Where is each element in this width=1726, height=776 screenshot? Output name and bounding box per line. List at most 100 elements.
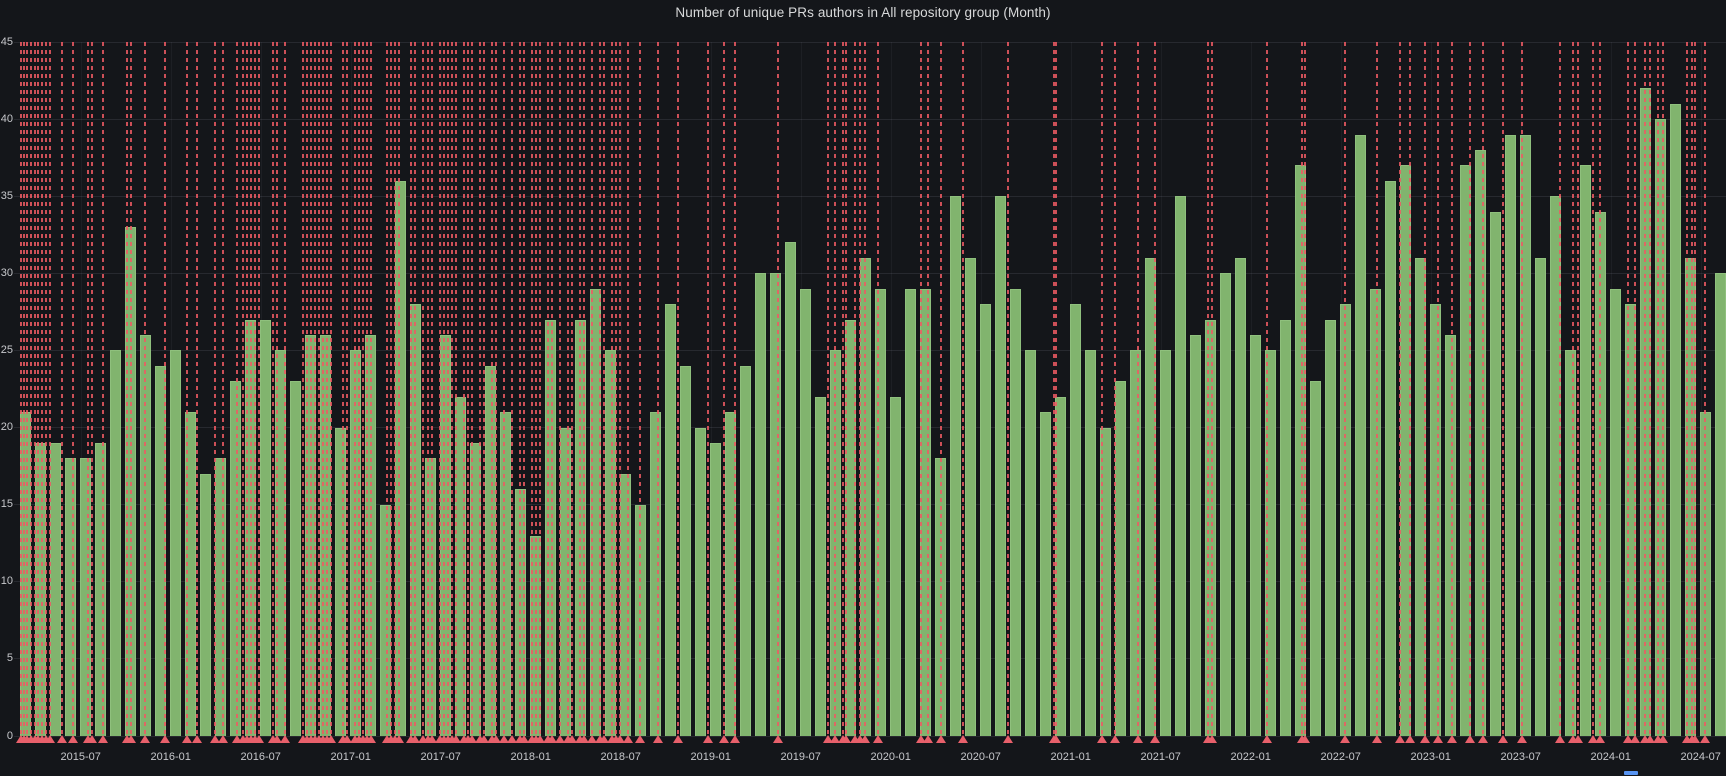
annotation-marker-icon[interactable] [1588, 735, 1598, 743]
bar-2022-06[interactable] [1325, 319, 1336, 736]
annotation-marker-icon[interactable] [936, 735, 946, 743]
bar-2023-10[interactable] [1565, 350, 1576, 736]
annotation-marker-icon[interactable] [57, 735, 67, 743]
bar-2023-11[interactable] [1580, 165, 1591, 736]
bar-2021-03[interactable] [1100, 427, 1111, 736]
annotation-marker-icon[interactable] [1658, 735, 1668, 743]
annotation-marker-icon[interactable] [923, 735, 933, 743]
annotation-marker-icon[interactable] [254, 735, 264, 743]
bar-2020-10[interactable] [1025, 350, 1036, 736]
bar-2019-05[interactable] [770, 273, 781, 736]
annotation-marker-icon[interactable] [467, 735, 477, 743]
bar-2019-03[interactable] [740, 365, 751, 736]
annotation-marker-icon[interactable] [1690, 735, 1700, 743]
bar-2017-04[interactable] [395, 180, 406, 736]
bar-2017-06[interactable] [425, 458, 436, 736]
bar-2021-01[interactable] [1070, 304, 1081, 736]
annotation-marker-icon[interactable] [1405, 735, 1415, 743]
annotation-marker-icon[interactable] [218, 735, 228, 743]
annotation-marker-icon[interactable] [567, 735, 577, 743]
annotation-marker-icon[interactable] [1110, 735, 1120, 743]
bar-2024-01[interactable] [1610, 288, 1621, 736]
bar-2021-07[interactable] [1160, 350, 1171, 736]
annotation-marker-icon[interactable] [280, 735, 290, 743]
annotation-marker-icon[interactable] [1623, 735, 1633, 743]
annotation-marker-icon[interactable] [1645, 735, 1655, 743]
annotation-marker-icon[interactable] [555, 735, 565, 743]
annotation-marker-icon[interactable] [1051, 735, 1061, 743]
annotation-marker-icon[interactable] [1133, 735, 1143, 743]
annotation-marker-icon[interactable] [1300, 735, 1310, 743]
bar-2023-07[interactable] [1520, 134, 1531, 736]
annotation-marker-icon[interactable] [547, 735, 557, 743]
bar-2018-11[interactable] [680, 365, 691, 736]
bar-2022-10[interactable] [1385, 180, 1396, 736]
annotation-marker-icon[interactable] [491, 735, 501, 743]
annotation-marker-icon[interactable] [873, 735, 883, 743]
annotation-marker-icon[interactable] [535, 735, 545, 743]
annotation-marker-icon[interactable] [1465, 735, 1475, 743]
annotation-marker-icon[interactable] [1340, 735, 1350, 743]
bar-2016-02[interactable] [185, 412, 196, 736]
bar-2021-05[interactable] [1130, 350, 1141, 736]
bar-2022-09[interactable] [1370, 288, 1381, 736]
annotation-marker-icon[interactable] [823, 735, 833, 743]
bar-2021-10[interactable] [1205, 319, 1216, 736]
annotation-marker-icon[interactable] [451, 735, 461, 743]
annotation-marker-icon[interactable] [68, 735, 78, 743]
bar-2021-02[interactable] [1085, 350, 1096, 736]
annotation-marker-icon[interactable] [87, 735, 97, 743]
bar-2015-05[interactable] [50, 442, 61, 736]
bar-2020-01[interactable] [890, 396, 901, 736]
bar-2023-04[interactable] [1475, 149, 1486, 736]
bar-2018-02[interactable] [545, 319, 556, 736]
bar-2019-06[interactable] [785, 242, 796, 736]
annotation-marker-icon[interactable] [1262, 735, 1272, 743]
annotation-marker-icon[interactable] [342, 735, 352, 743]
bar-2022-02[interactable] [1265, 350, 1276, 736]
annotation-marker-icon[interactable] [45, 735, 55, 743]
annotation-marker-icon[interactable] [673, 735, 683, 743]
bar-2016-09[interactable] [290, 381, 301, 736]
annotation-marker-icon[interactable] [1478, 735, 1488, 743]
bar-2017-07[interactable] [440, 335, 451, 736]
bar-2022-03[interactable] [1280, 319, 1291, 736]
bar-2018-10[interactable] [665, 304, 676, 736]
annotation-marker-icon[interactable] [1097, 735, 1107, 743]
annotation-marker-icon[interactable] [615, 735, 625, 743]
bar-2020-05[interactable] [950, 196, 961, 736]
annotation-marker-icon[interactable] [1498, 735, 1508, 743]
annotation-marker-icon[interactable] [182, 735, 192, 743]
annotation-marker-icon[interactable] [160, 735, 170, 743]
annotation-marker-icon[interactable] [653, 735, 663, 743]
annotation-marker-icon[interactable] [1395, 735, 1405, 743]
bar-2024-05[interactable] [1670, 103, 1681, 736]
annotation-marker-icon[interactable] [394, 735, 404, 743]
annotation-marker-icon[interactable] [1207, 735, 1217, 743]
bar-2016-03[interactable] [200, 473, 211, 736]
annotation-marker-icon[interactable] [1595, 735, 1605, 743]
annotation-marker-icon[interactable] [1372, 735, 1382, 743]
annotation-marker-icon[interactable] [126, 735, 136, 743]
annotation-marker-icon[interactable] [1433, 735, 1443, 743]
bar-2021-12[interactable] [1235, 257, 1246, 736]
bar-2019-01[interactable] [710, 442, 721, 736]
annotation-marker-icon[interactable] [579, 735, 589, 743]
annotation-marker-icon[interactable] [410, 735, 420, 743]
annotation-marker-icon[interactable] [1573, 735, 1583, 743]
annotation-marker-icon[interactable] [1003, 735, 1013, 743]
annotation-marker-icon[interactable] [703, 735, 713, 743]
bar-2015-06[interactable] [65, 458, 76, 736]
annotation-marker-icon[interactable] [623, 735, 633, 743]
bar-2021-04[interactable] [1115, 381, 1126, 736]
annotation-marker-icon[interactable] [730, 735, 740, 743]
bar-2022-08[interactable] [1355, 134, 1366, 736]
bar-2020-07[interactable] [980, 304, 991, 736]
bar-2016-07[interactable] [260, 319, 271, 736]
annotation-marker-icon[interactable] [507, 735, 517, 743]
annotation-marker-icon[interactable] [1517, 735, 1527, 743]
annotation-marker-icon[interactable] [860, 735, 870, 743]
panel-title[interactable]: Number of unique PRs authors in All repo… [675, 5, 1051, 20]
annotation-marker-icon[interactable] [635, 735, 645, 743]
bar-2020-06[interactable] [965, 257, 976, 736]
